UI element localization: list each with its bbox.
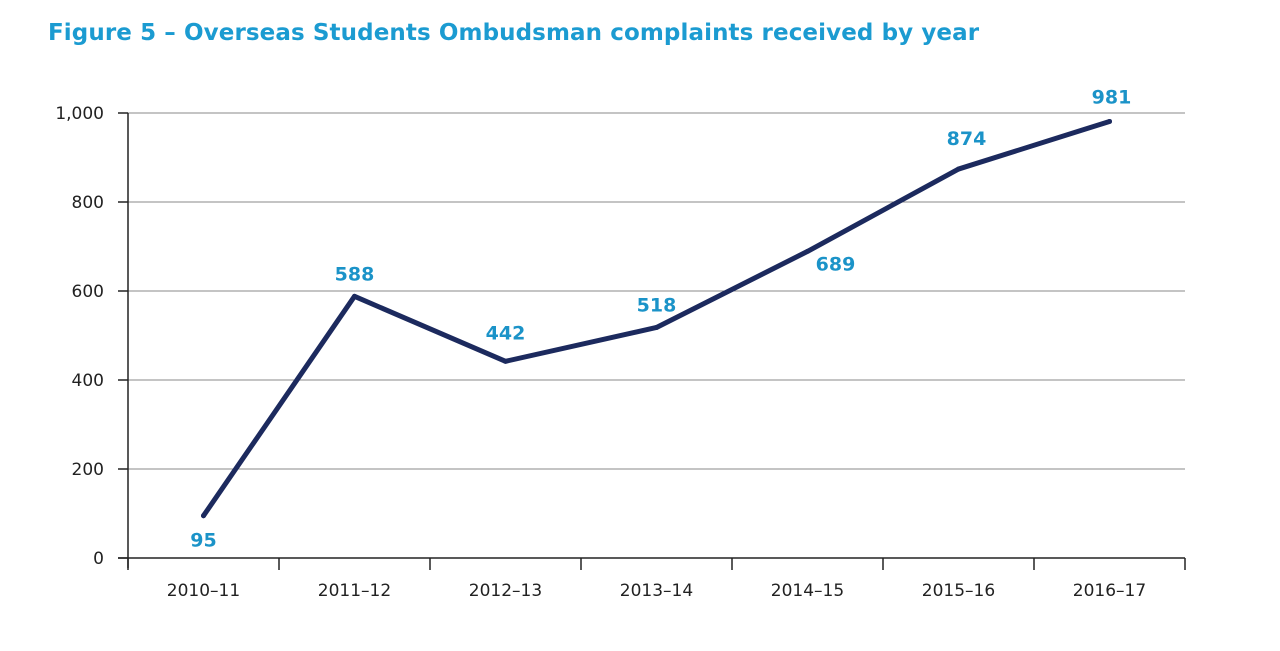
data-label: 588 xyxy=(335,263,375,285)
data-label: 95 xyxy=(190,530,216,552)
data-label: 874 xyxy=(947,128,987,150)
data-point xyxy=(201,513,206,519)
x-tick-label: 2014–15 xyxy=(771,581,844,601)
data-line xyxy=(201,118,1112,519)
x-tick-label: 2015–16 xyxy=(922,581,995,601)
y-tick-label: 1,000 xyxy=(55,104,104,124)
x-tick-label: 2013–14 xyxy=(620,581,693,601)
x-tick-label: 2012–13 xyxy=(469,581,542,601)
x-tick-label: 2011–12 xyxy=(318,581,391,601)
data-point xyxy=(956,166,961,172)
data-point xyxy=(352,293,357,299)
data-point xyxy=(805,248,810,254)
y-tick-label: 600 xyxy=(72,282,104,302)
data-label: 689 xyxy=(816,253,856,275)
data-point xyxy=(1107,118,1112,124)
data-label: 981 xyxy=(1092,86,1132,108)
data-point xyxy=(654,324,659,330)
x-tick-label: 2010–11 xyxy=(167,581,240,601)
y-tick-label: 800 xyxy=(72,193,104,213)
data-label: 442 xyxy=(486,322,526,344)
chart-title: Figure 5 – Overseas Students Ombudsman c… xyxy=(48,20,980,46)
y-tick-label: 0 xyxy=(93,549,104,569)
y-tick-label: 200 xyxy=(72,460,104,480)
data-point xyxy=(503,358,508,364)
data-label: 518 xyxy=(637,294,677,316)
x-tick-label: 2016–17 xyxy=(1073,581,1146,601)
y-tick-label: 400 xyxy=(72,371,104,391)
